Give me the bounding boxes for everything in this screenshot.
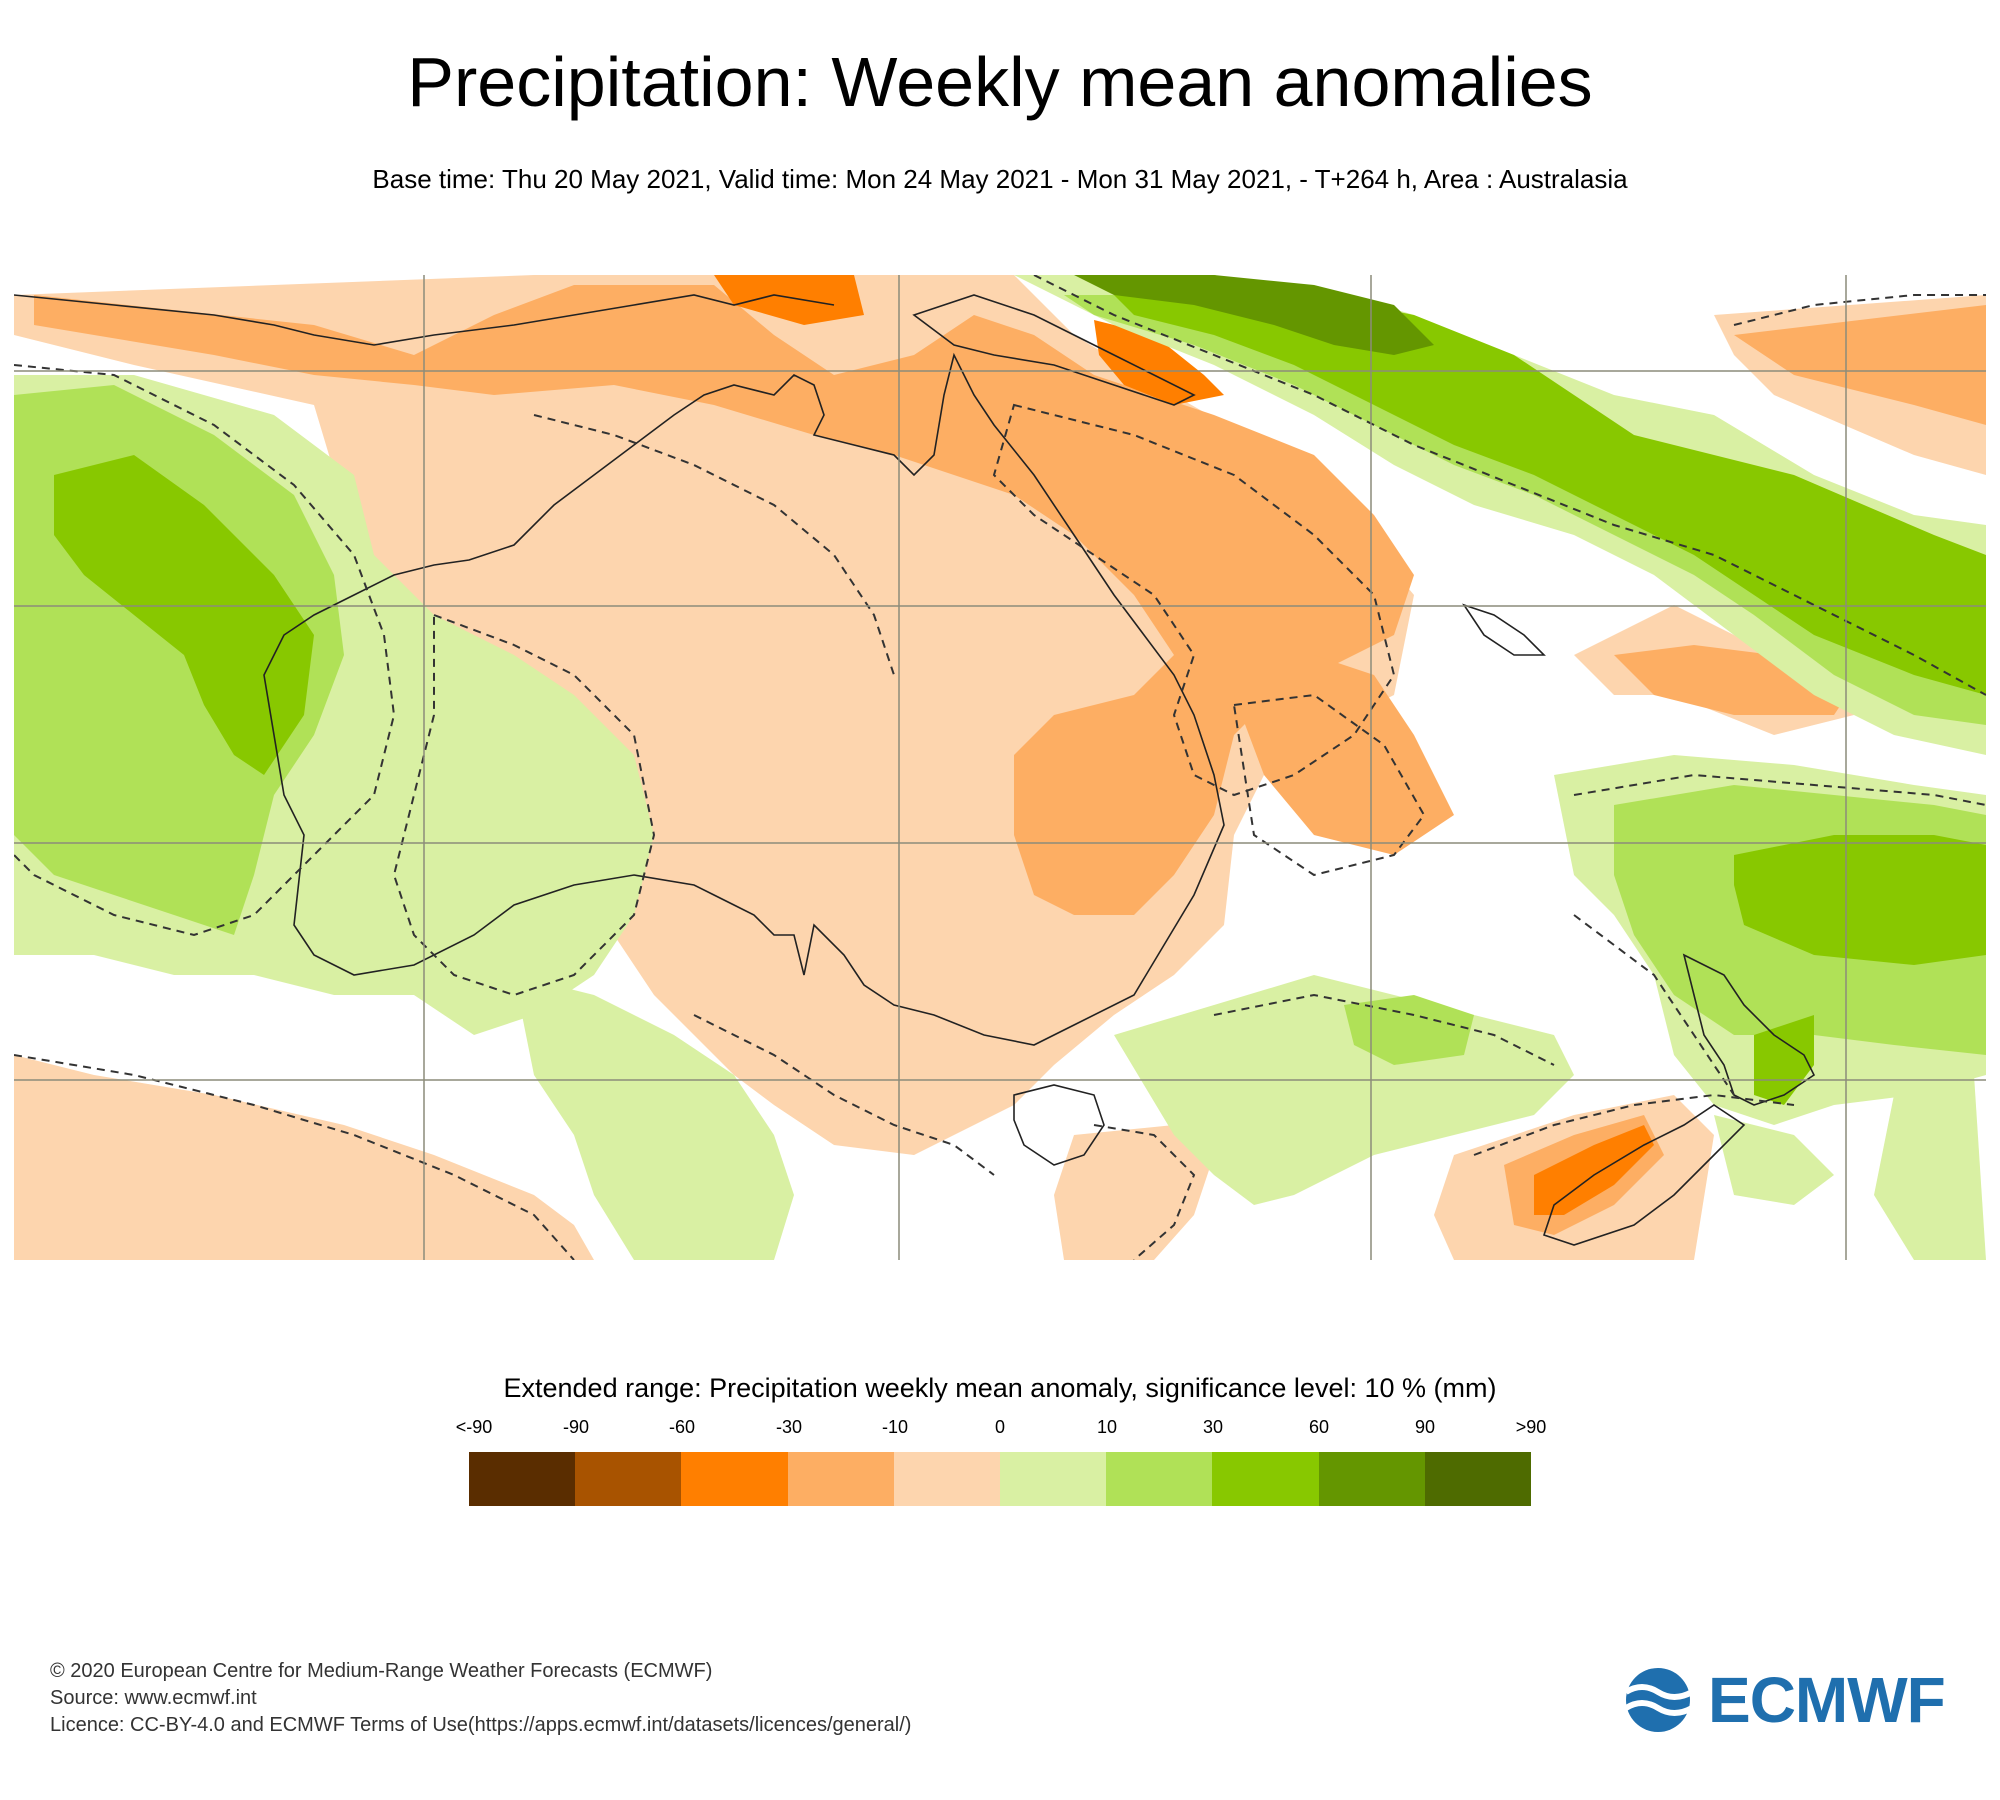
legend-label: -90: [562, 1417, 590, 1437]
legend-swatch: [1318, 1452, 1425, 1506]
legend-label: 60: [1308, 1417, 1330, 1437]
legend-label: 90: [1414, 1417, 1436, 1437]
new-zealand-south-coastline: [1542, 1104, 1746, 1246]
ecmwf-logo[interactable]: ECMWF: [1620, 1665, 1950, 1735]
legend-labels: <-90 -90 -60 -30 -10 0 10 30 60 90 >90: [415, 1417, 1585, 1441]
legend-swatch: [1000, 1452, 1107, 1506]
anomaly-fill-dark-green: [1074, 275, 1434, 355]
australia-coastline: [263, 352, 1225, 1046]
legend-label: -60: [668, 1417, 696, 1437]
legend-swatch: [469, 1452, 576, 1506]
legend-swatch: [681, 1452, 788, 1506]
anomaly-fill-strong-green: [54, 275, 1986, 1105]
legend-swatch: [1106, 1452, 1213, 1506]
legend-label: -10: [881, 1417, 909, 1437]
new-caledonia-coastline: [1462, 603, 1546, 656]
graticule: [14, 275, 1986, 1260]
legend-color-bar: [469, 1452, 1532, 1506]
ecmwf-logo-mark-icon: [1624, 1668, 1694, 1732]
ecmwf-logo-text: ECMWF: [1708, 1664, 1946, 1736]
legend-swatch: [787, 1452, 894, 1506]
precipitation-anomaly-map: [14, 275, 1986, 1260]
legend-label: 0: [994, 1417, 1006, 1437]
significance-contours: [14, 275, 1986, 1260]
footer-credits: © 2020 European Centre for Medium-Range …: [50, 1658, 911, 1739]
new-zealand-north-coastline: [1682, 953, 1816, 1106]
tasmania-coastline: [1013, 1084, 1105, 1166]
licence-text: Licence: CC-BY-4.0 and ECMWF Terms of Us…: [50, 1714, 912, 1736]
legend-swatch: [1212, 1452, 1319, 1506]
indonesia-coastline: [14, 294, 835, 346]
new-guinea-coastline: [912, 294, 1196, 406]
anomaly-fill-strong-orange: [714, 275, 1654, 1215]
source-link[interactable]: Source: www.ecmwf.int: [50, 1687, 257, 1709]
legend-swatch: [1424, 1452, 1532, 1506]
legend-swatch: [893, 1452, 1001, 1506]
legend-swatch: [575, 1452, 682, 1506]
legend-label: >90: [1515, 1417, 1547, 1437]
map-subtitle: Base time: Thu 20 May 2021, Valid time: …: [372, 164, 1628, 194]
legend-label: 10: [1096, 1417, 1118, 1437]
legend-label: -30: [775, 1417, 803, 1437]
legend-label: <-90: [455, 1417, 493, 1437]
coastlines: [14, 294, 1816, 1246]
legend-title: Extended range: Precipitation weekly mea…: [503, 1373, 1497, 1403]
map-title: Precipitation: Weekly mean anomalies: [407, 43, 1593, 121]
copyright-text: © 2020 European Centre for Medium-Range …: [50, 1660, 713, 1682]
legend-label: 30: [1202, 1417, 1224, 1437]
